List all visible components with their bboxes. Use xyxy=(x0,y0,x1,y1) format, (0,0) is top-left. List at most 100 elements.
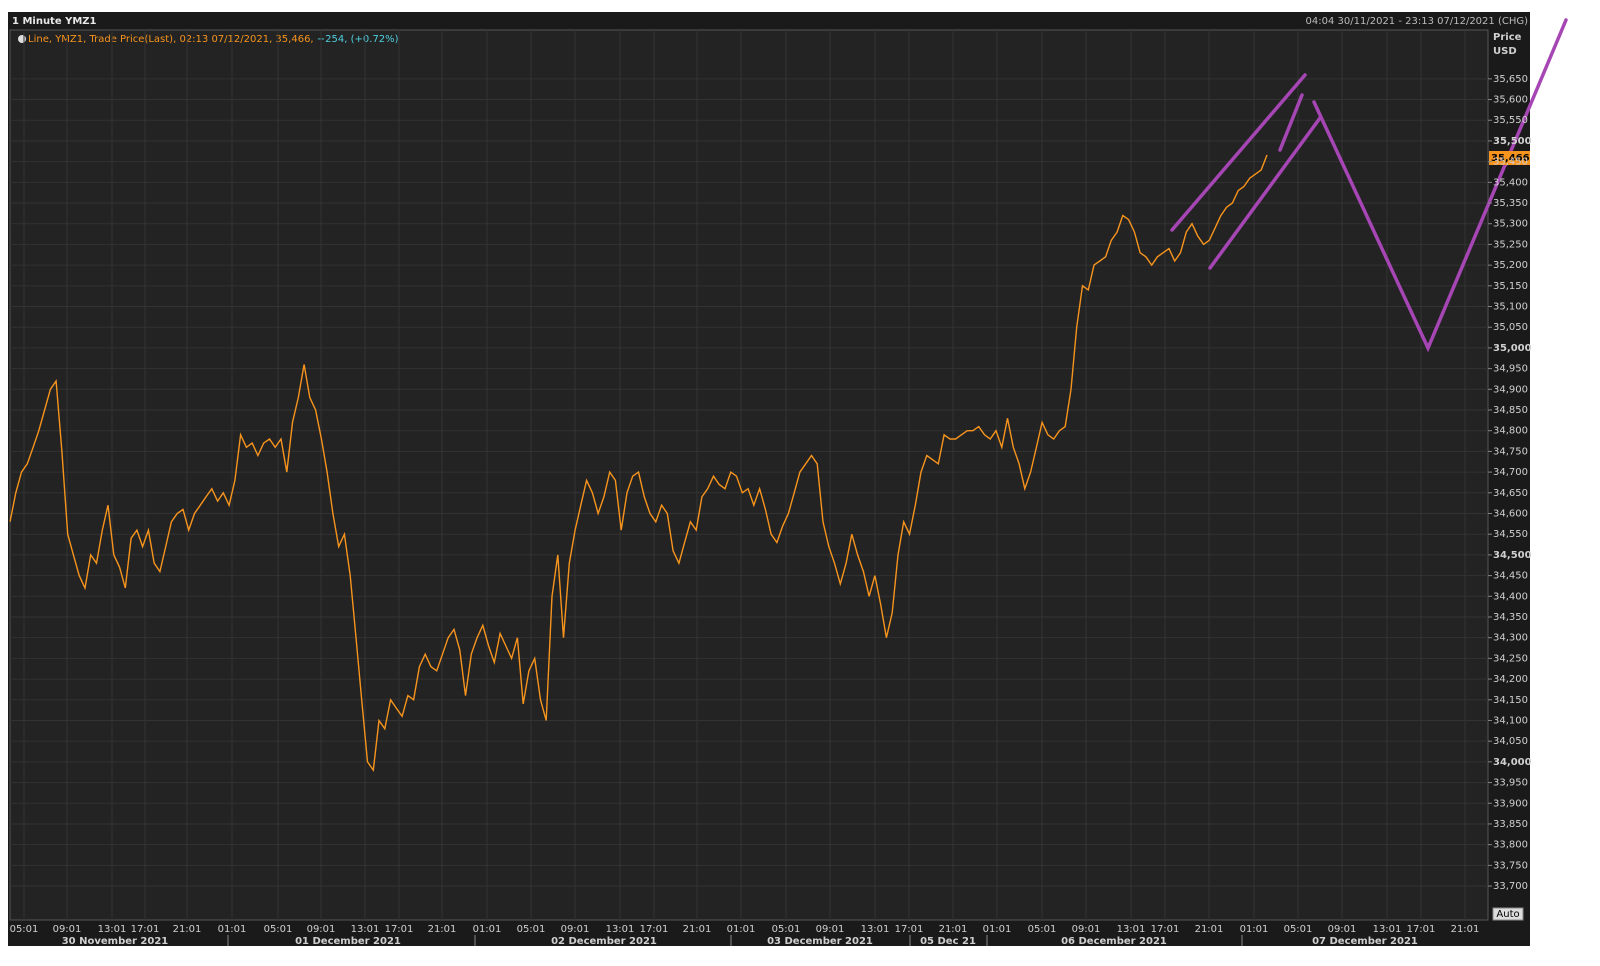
y-tick-label: 34,950 xyxy=(1493,364,1528,375)
x-tick-label: 05:01 xyxy=(772,924,801,935)
y-tick-label: 35,450 xyxy=(1493,157,1528,168)
y-tick-label: 34,850 xyxy=(1493,405,1528,416)
legend-change: +254, (+0.72%) xyxy=(317,34,399,45)
y-tick-label: 33,950 xyxy=(1493,778,1528,789)
x-tick-label: 21:01 xyxy=(683,924,712,935)
y-tick-label: 35,100 xyxy=(1493,302,1528,313)
y-tick-label: 35,200 xyxy=(1493,260,1528,271)
x-tick-label: 09:01 xyxy=(1328,924,1357,935)
y-tick-label: 34,750 xyxy=(1493,446,1528,457)
x-tick-label: 09:01 xyxy=(561,924,590,935)
plot-area xyxy=(9,29,1489,921)
last-value-label: 35,466 xyxy=(1491,153,1530,164)
x-tick-label: 09:01 xyxy=(1072,924,1101,935)
x-tick-label: 13:01 xyxy=(606,924,635,935)
auto-button-label[interactable]: Auto xyxy=(1496,909,1519,920)
date-label: 05 Dec 21 xyxy=(920,936,976,947)
y-tick-label: 33,750 xyxy=(1493,860,1528,871)
chart-title: 1 Minute YMZ1 xyxy=(12,16,97,27)
legend-main: Line, YMZ1, Trade Price(Last), 02:13 07/… xyxy=(28,34,314,45)
y-tick-label: 35,300 xyxy=(1493,219,1528,230)
x-tick-label: 01:01 xyxy=(983,924,1012,935)
x-tick-label: 09:01 xyxy=(53,924,82,935)
x-tick-label: 01:01 xyxy=(727,924,756,935)
y-tick-label: 34,550 xyxy=(1493,529,1528,540)
x-tick-label: 01:01 xyxy=(218,924,247,935)
trend-line xyxy=(1208,116,1322,270)
x-tick-label: 21:01 xyxy=(1451,924,1480,935)
legend-text: Line, YMZ1, Trade Price(Last), 02:13 07/… xyxy=(28,34,399,45)
x-tick-label: 17:01 xyxy=(640,924,669,935)
x-tick-label: 17:01 xyxy=(1151,924,1180,935)
marks xyxy=(9,154,1268,772)
x-tick-label: 13:01 xyxy=(351,924,380,935)
x-tick-label: 21:01 xyxy=(939,924,968,935)
last-value-box xyxy=(1489,151,1530,165)
x-tick-label: 17:01 xyxy=(385,924,414,935)
x-tick-label: 05:01 xyxy=(1028,924,1057,935)
y-tick-label: 35,550 xyxy=(1493,115,1528,126)
y-tick-label: 34,300 xyxy=(1493,633,1528,644)
y-axis-unit: USD xyxy=(1493,46,1517,57)
x-tick-label: 05:01 xyxy=(10,924,39,935)
annotations xyxy=(1170,18,1568,353)
date-label: 01 December 2021 xyxy=(295,936,401,947)
date-label: 02 December 2021 xyxy=(551,936,657,947)
x-tick-label: 21:01 xyxy=(428,924,457,935)
y-tick-label: 34,650 xyxy=(1493,488,1528,499)
y-tick-label: 35,150 xyxy=(1493,281,1528,292)
x-tick-label: 05:01 xyxy=(517,924,546,935)
y-axis-label: Price xyxy=(1493,32,1522,43)
grid xyxy=(10,30,1488,920)
y-tick-label: 35,500 xyxy=(1493,136,1532,147)
y-tick-label: 35,350 xyxy=(1493,198,1528,209)
y-tick-label: 33,850 xyxy=(1493,819,1528,830)
x-tick-label: 05:01 xyxy=(264,924,293,935)
x-tick-label: 17:01 xyxy=(1407,924,1436,935)
x-tick-label: 13:01 xyxy=(1373,924,1402,935)
y-tick-label: 34,700 xyxy=(1493,467,1528,478)
x-tick-label: 13:01 xyxy=(1117,924,1146,935)
x-tick-label: 21:01 xyxy=(1195,924,1224,935)
y-tick-label: 34,350 xyxy=(1493,612,1528,623)
y-tick-label: 34,800 xyxy=(1493,426,1528,437)
x-tick-label: 13:01 xyxy=(98,924,127,935)
y-tick-label: 33,800 xyxy=(1493,840,1528,851)
date-label: 07 December 2021 xyxy=(1312,936,1418,947)
x-tick-label: 17:01 xyxy=(131,924,160,935)
x-tick-label: 13:01 xyxy=(861,924,890,935)
range-label: 04:04 30/11/2021 - 23:13 07/12/2021 (CHG… xyxy=(1306,16,1529,27)
date-label: 30 November 2021 xyxy=(62,936,169,947)
x-tick-label: 09:01 xyxy=(816,924,845,935)
y-tick-label: 34,400 xyxy=(1493,591,1528,602)
y-tick-label: 35,600 xyxy=(1493,95,1528,106)
x-tick-label: 09:01 xyxy=(307,924,336,935)
x-tick-label: 21:01 xyxy=(173,924,202,935)
y-tick-label: 33,700 xyxy=(1493,881,1528,892)
trend-line xyxy=(1170,73,1307,232)
legend-icon xyxy=(18,35,26,43)
y-tick-label: 35,050 xyxy=(1493,322,1528,333)
y-tick-label: 35,000 xyxy=(1493,343,1532,354)
y-tick-label: 34,200 xyxy=(1493,674,1528,685)
projection-line xyxy=(1312,18,1568,353)
y-tick-label: 35,400 xyxy=(1493,177,1528,188)
auto-button[interactable] xyxy=(1492,907,1524,921)
y-tick-label: 34,100 xyxy=(1493,715,1528,726)
y-tick-label: 34,450 xyxy=(1493,571,1528,582)
y-tick-label: 34,050 xyxy=(1493,736,1528,747)
y-tick-label: 34,000 xyxy=(1493,757,1532,768)
price-line xyxy=(9,154,1268,772)
date-label: 03 December 2021 xyxy=(767,936,873,947)
y-tick-label: 34,250 xyxy=(1493,653,1528,664)
x-tick-label: 17:01 xyxy=(895,924,924,935)
date-label: 06 December 2021 xyxy=(1061,936,1167,947)
y-tick-label: 33,900 xyxy=(1493,798,1528,809)
y-tick-label: 35,250 xyxy=(1493,239,1528,250)
y-tick-label: 34,500 xyxy=(1493,550,1532,561)
y-tick-label: 34,150 xyxy=(1493,695,1528,706)
y-tick-label: 34,600 xyxy=(1493,508,1528,519)
y-tick-label: 34,900 xyxy=(1493,384,1528,395)
trend-line xyxy=(1278,93,1304,152)
